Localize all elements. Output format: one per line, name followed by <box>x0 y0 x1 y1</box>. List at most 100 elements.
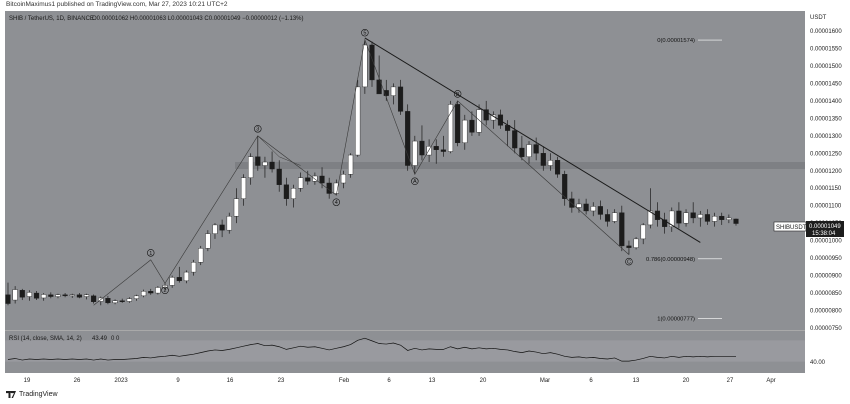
price-tick: 0.00001150 <box>810 186 842 192</box>
candle-body <box>733 218 739 224</box>
time-axis-ticks: 19 26 2023 9 16 23 Feb 6 13 20 Mar 6 13 20 27 Apr <box>24 378 776 384</box>
candle-body <box>397 86 404 112</box>
price-axis-ticks: 0.00001600 0.00001550 0.00001500 0.00001450… <box>810 29 842 332</box>
candle <box>712 212 718 227</box>
price-tick: 0.00000800 <box>810 309 842 315</box>
candle-body <box>148 291 154 294</box>
candle-body <box>383 90 389 96</box>
candle <box>148 288 154 295</box>
candle <box>719 212 725 225</box>
candle <box>348 153 354 178</box>
candle <box>269 151 275 173</box>
candle <box>440 135 446 157</box>
candle <box>333 179 339 196</box>
fib-level: 1(0.00000777) <box>657 317 722 323</box>
candle-body <box>333 182 339 194</box>
candle <box>141 289 147 298</box>
candle-body <box>269 161 275 170</box>
candle-body <box>105 298 111 304</box>
candle-body <box>219 224 225 231</box>
candle-body <box>562 174 568 199</box>
wave-labels-group: 1 2 3 4 5 A B C <box>147 29 633 294</box>
candle-body <box>176 277 182 282</box>
price-tag-value: 0.00001049 <box>809 224 841 230</box>
rsi-tick: 40.00 <box>810 360 826 366</box>
candle <box>240 174 247 206</box>
candle <box>69 293 75 298</box>
wave-label: 5 <box>361 29 369 37</box>
candle-body <box>519 147 525 157</box>
fib-level: 0.786(0.00000948) <box>646 257 722 263</box>
candle-body <box>141 291 147 297</box>
candle <box>405 104 411 171</box>
candle <box>483 100 489 126</box>
candle-body <box>83 294 90 297</box>
candle <box>390 83 396 105</box>
price-tick: 0.00000850 <box>810 291 842 297</box>
currency-label: USDT <box>810 15 827 21</box>
rsi-line <box>7 337 736 362</box>
candle-body <box>305 177 311 182</box>
time-tick: 6 <box>387 378 391 384</box>
price-axis-bg[interactable] <box>805 11 850 386</box>
candle-body <box>426 146 432 156</box>
candle-body <box>576 203 582 208</box>
candle-body <box>191 262 197 273</box>
rsi-band <box>5 340 805 362</box>
candle <box>162 282 168 291</box>
candle-body <box>447 104 454 152</box>
candle <box>233 188 239 224</box>
candle <box>626 240 632 255</box>
candle <box>669 207 675 232</box>
candle-body <box>112 300 118 304</box>
candle-body <box>155 287 161 294</box>
candle <box>512 120 518 154</box>
wave-lines-group <box>93 38 630 306</box>
candle-body <box>240 177 247 199</box>
candle-body <box>276 168 282 185</box>
wave-label: 2 <box>161 286 169 294</box>
price-tag: SHIBUSDT 0.00001049 15:38:04 <box>773 221 844 237</box>
candle <box>105 295 111 305</box>
svg-text:3: 3 <box>256 127 259 133</box>
candle <box>248 153 254 185</box>
candle-body <box>719 215 725 220</box>
candle <box>597 200 603 220</box>
candle <box>547 153 553 171</box>
symbol-line: SHIB / TetherUS, 1D, BINANCE <box>9 16 94 22</box>
candle-body <box>312 175 318 182</box>
time-axis-bg[interactable] <box>5 373 805 386</box>
candle <box>462 114 468 150</box>
candle-body <box>533 144 539 154</box>
candle <box>612 209 618 224</box>
time-tick: 20 <box>683 378 690 384</box>
candle <box>255 135 261 171</box>
candle-body <box>162 285 168 288</box>
candle <box>169 275 175 288</box>
candle-body <box>412 140 418 166</box>
candle-body <box>633 238 639 248</box>
candle <box>48 292 54 299</box>
candle-body <box>12 289 18 301</box>
time-tick: 23 <box>278 378 285 384</box>
rsi-extra: 0 0 <box>111 336 120 342</box>
candle <box>183 270 189 284</box>
candle <box>26 290 32 301</box>
price-tick: 0.00001100 <box>810 204 842 210</box>
candle-body <box>662 219 668 227</box>
candle <box>640 223 646 245</box>
candle <box>455 100 461 147</box>
candle-body <box>362 44 368 88</box>
published-line: BitcoinMaximus1 published on TradingView… <box>6 1 228 8</box>
svg-text:A: A <box>413 179 417 185</box>
candle <box>112 299 118 305</box>
candle <box>369 41 375 87</box>
svg-text:4: 4 <box>335 200 338 206</box>
candle <box>305 170 311 185</box>
candle <box>355 79 361 157</box>
candle <box>176 266 182 283</box>
candle-body <box>419 140 425 156</box>
candle <box>447 100 454 154</box>
candle-body <box>547 160 553 166</box>
